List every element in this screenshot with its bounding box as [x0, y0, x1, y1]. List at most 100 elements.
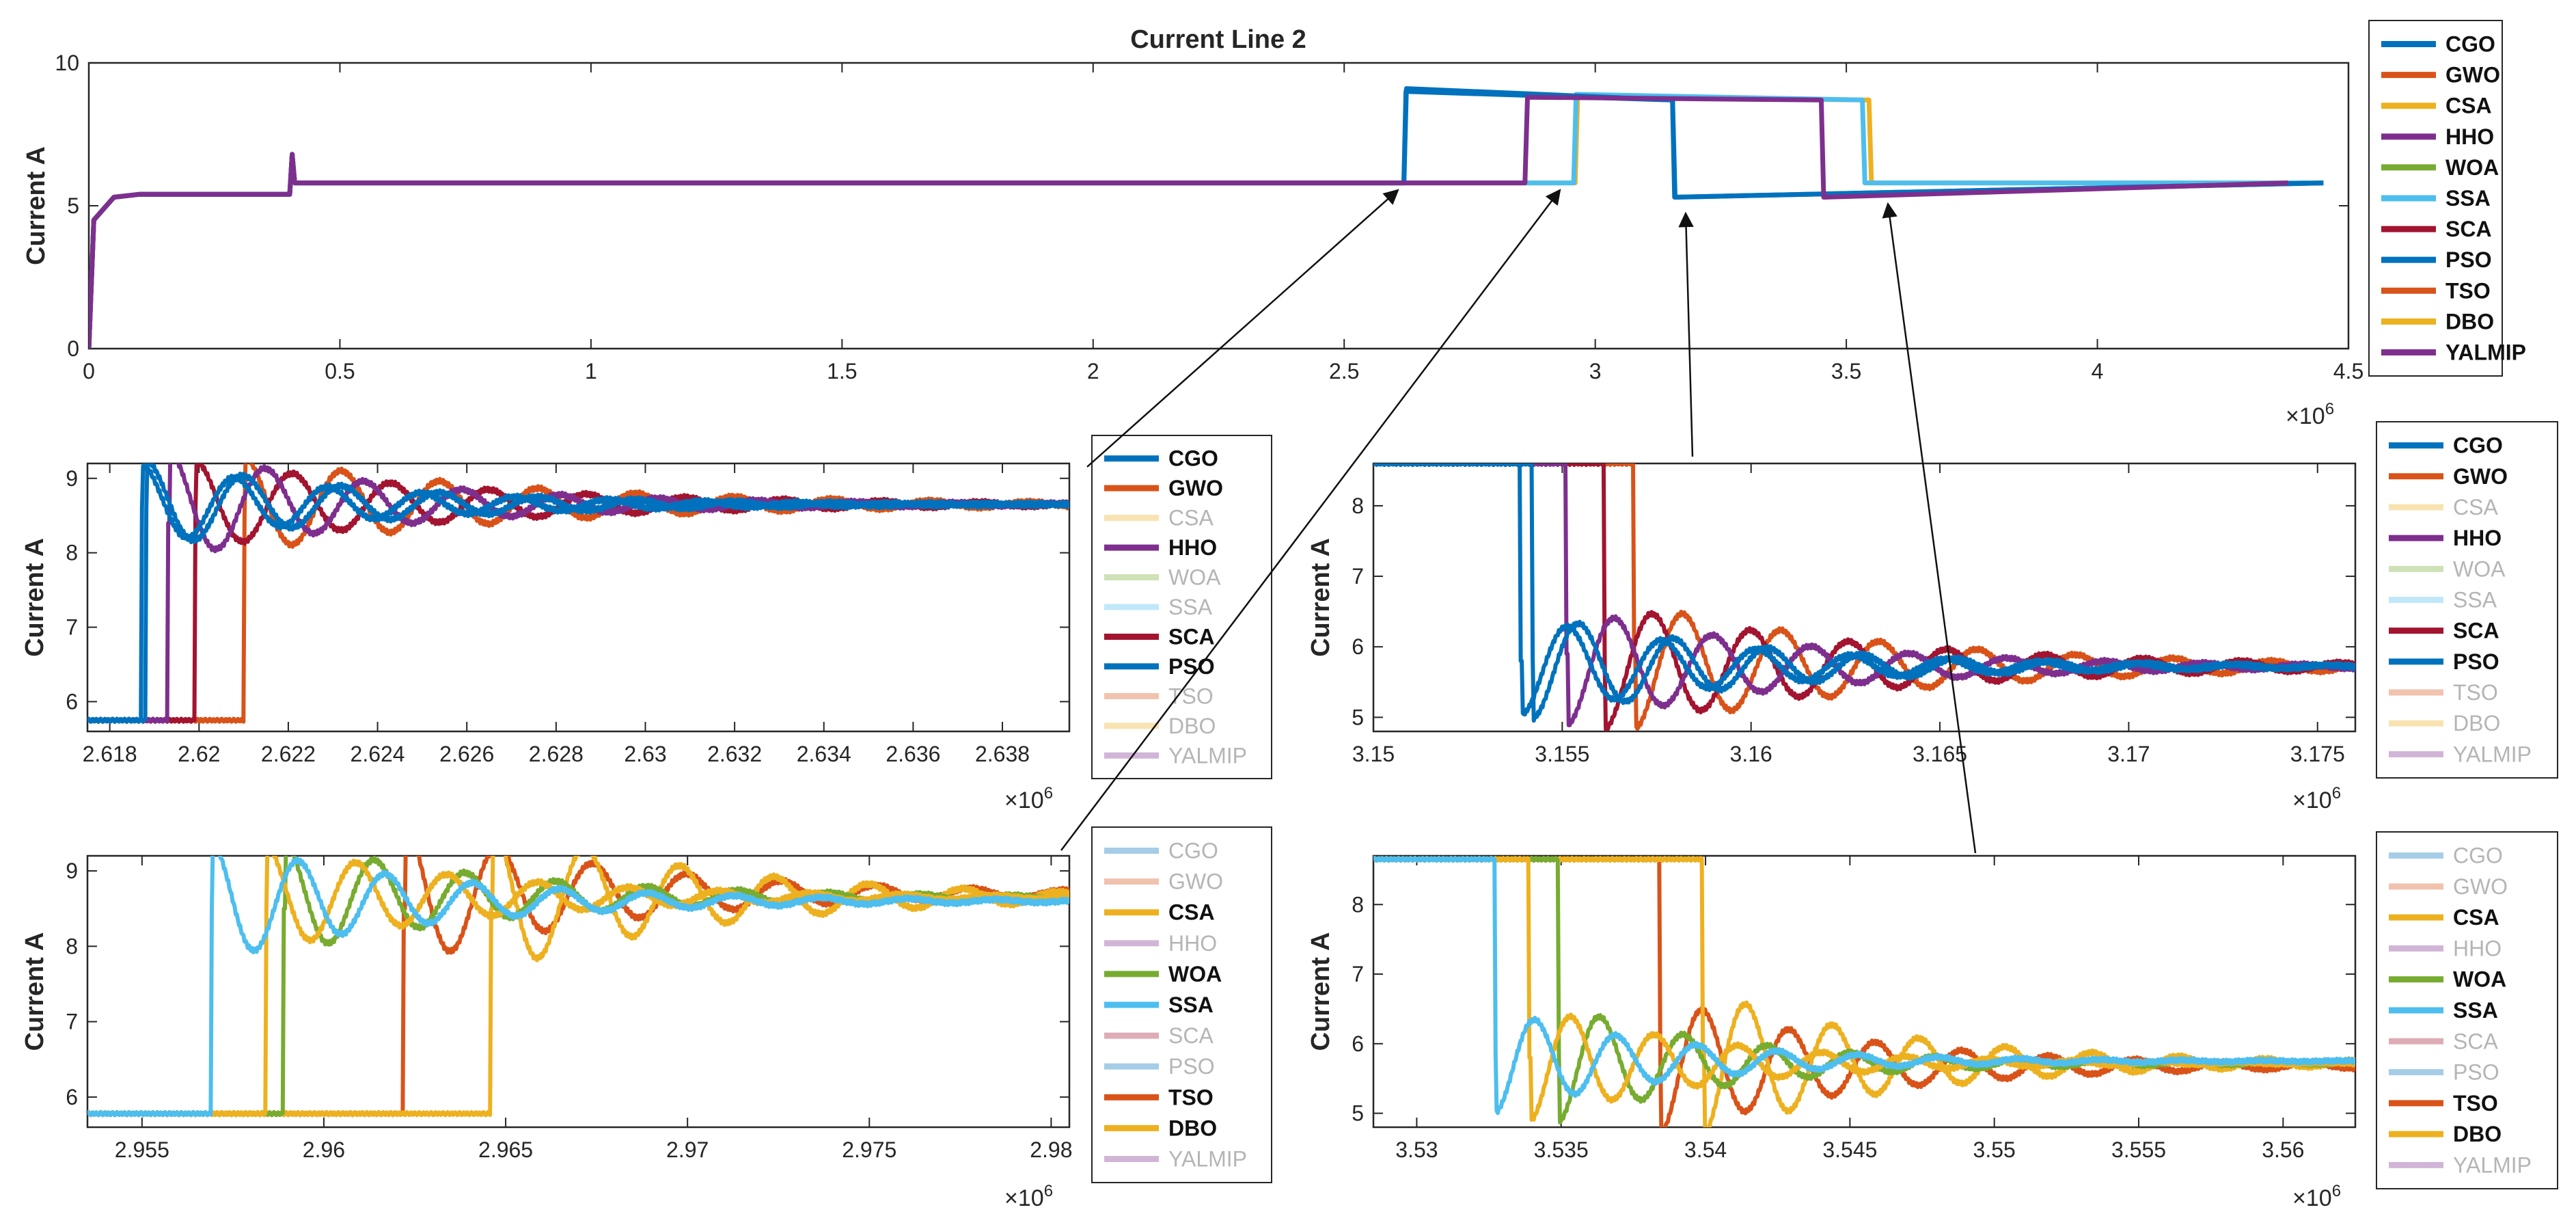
legend-label-ssa: SSA: [2453, 588, 2497, 612]
legend-label-hho: HHO: [2445, 124, 2494, 149]
legend-label-dbo: DBO: [2445, 309, 2494, 334]
legend-label-dbo: DBO: [1168, 1116, 1217, 1140]
y-tick-label: 8: [1352, 892, 1364, 917]
y-tick-label: 6: [66, 689, 78, 714]
chart-zoom-1: 2.618 2.62 2.622 2.624 2.626 2.628 2.63 2.632 2.…: [20, 435, 1272, 813]
legend-box: [2376, 421, 2558, 779]
legend: CGO GWO CSA HHO WOA SSA SCA PSO TSO DBO YALMIP: [2368, 20, 2526, 377]
series-line-ssa: [1373, 856, 2355, 1116]
y-tick-label: 6: [66, 1085, 78, 1109]
zoom-arrow-2: [1678, 211, 1694, 457]
legend-label-csa: CSA: [2445, 94, 2492, 118]
zoom-arrow-1: [1086, 189, 1399, 468]
x-tick-label: 2.955: [115, 1137, 169, 1162]
y-axis-label: Current A: [1306, 538, 1335, 657]
legend-box: [1091, 435, 1272, 779]
legend-label-woa: WOA: [2453, 556, 2506, 581]
x-exponent-label: ×106: [2292, 1182, 2341, 1211]
legend-label-csa: CSA: [2453, 905, 2499, 930]
legend-label-dbo: DBO: [2453, 711, 2500, 736]
series-line-ssa: [87, 856, 1069, 1118]
legend-label-csa: CSA: [1168, 506, 1214, 530]
legend-label-tso: TSO: [2445, 278, 2491, 303]
y-axis-label: Current A: [20, 538, 49, 657]
y-tick-label: 7: [66, 615, 78, 640]
legend-label-hho: HHO: [2453, 526, 2502, 550]
x-tick-label: 3.545: [1822, 1137, 1877, 1162]
x-tick-label: 2.965: [478, 1137, 533, 1162]
x-tick-label: 2.97: [666, 1137, 709, 1162]
x-tick-label: 3.56: [2262, 1137, 2304, 1162]
legend-label-gwo: GWO: [2453, 874, 2508, 899]
legend-label-dbo: DBO: [1168, 714, 1216, 738]
legend-label-pso: PSO: [2453, 1060, 2499, 1085]
y-tick-label: 9: [66, 859, 78, 883]
y-tick-label: 8: [1352, 494, 1364, 518]
legend-label-cgo: CGO: [2445, 32, 2495, 57]
x-exponent-label: ×106: [2292, 784, 2341, 813]
legend-label-cgo: CGO: [2453, 433, 2503, 458]
legend-label-ssa: SSA: [2445, 186, 2491, 211]
series-line-hho: [89, 94, 2288, 349]
legend-label-yalmip: YALMIP: [2453, 1152, 2532, 1177]
y-tick-label: 6: [1352, 1032, 1364, 1056]
zoom-arrows: [1060, 189, 1977, 854]
y-tick-label: 5: [1352, 705, 1364, 729]
chart-zoom-3: 2.955 2.96 2.965 2.97 2.975 2.98 6 7 8 9 Current A…: [20, 826, 1272, 1211]
x-tick-label: 2.98: [1030, 1137, 1072, 1162]
legend-label-ssa: SSA: [1168, 993, 1214, 1017]
x-exponent-label: ×106: [1004, 1182, 1053, 1211]
legend-label-ssa: SSA: [1168, 595, 1213, 619]
x-tick-label: 3.5: [1831, 359, 1861, 383]
x-tick-label: 2.622: [261, 742, 316, 766]
legend-label-sca: SCA: [1168, 624, 1215, 649]
x-tick-label: 2.634: [797, 742, 851, 766]
legend-label-gwo: GWO: [2453, 464, 2508, 489]
x-tick-label: 0: [83, 359, 95, 383]
legend-label-woa: WOA: [2453, 967, 2506, 992]
legend-label-gwo: GWO: [2445, 63, 2500, 87]
x-tick-label: 3.165: [1913, 742, 1967, 766]
legend: CGO GWO CSA HHO WOA SSA SCA PSO TSO DBO YALMIP: [2376, 421, 2558, 779]
y-tick-label: 9: [66, 466, 78, 491]
x-tick-label: 2.63: [624, 742, 666, 766]
y-tick-label: 7: [1352, 962, 1364, 986]
legend-label-sca: SCA: [2453, 1029, 2498, 1053]
x-tick-label: 4.5: [2333, 359, 2363, 383]
x-tick-label: 3.175: [2290, 742, 2345, 766]
legend-label-sca: SCA: [2453, 619, 2499, 643]
series-line-csa: [1373, 856, 2355, 1122]
legend-label-yalmip: YALMIP: [2445, 340, 2526, 364]
chart-zoom-4: 3.53 3.535 3.54 3.545 3.55 3.555 3.56 5 6 7 8 Curre…: [1306, 831, 2558, 1211]
x-tick-label: 2.96: [303, 1137, 345, 1162]
x-tick-label: 2: [1087, 359, 1099, 383]
zoom-arrow-3: [1060, 189, 1561, 851]
legend-label-gwo: GWO: [1168, 869, 1223, 894]
zoom-arrow-4: [1882, 202, 1977, 854]
chart-main: Current Line 2 0 0.5 1 1.5 2 2.5 3 3.5 4 4.5 0 5 10 C…: [22, 20, 2526, 429]
legend-label-csa: CSA: [2453, 495, 2498, 520]
y-tick-label: 10: [55, 51, 79, 75]
legend-label-tso: TSO: [1168, 1085, 1214, 1109]
x-tick-label: 2.975: [842, 1137, 896, 1162]
x-tick-label: 3.17: [2107, 742, 2150, 766]
x-tick-label: 3.16: [1730, 742, 1772, 766]
legend-label-dbo: DBO: [2453, 1122, 2502, 1146]
legend-label-sca: SCA: [1168, 1023, 1214, 1048]
legend-label-pso: PSO: [1168, 654, 1215, 679]
legend-label-pso: PSO: [2453, 649, 2499, 674]
x-tick-label: 2.5: [1329, 359, 1359, 383]
y-axis-label: Current A: [20, 932, 49, 1051]
y-tick-label: 8: [66, 934, 78, 958]
legend-label-woa: WOA: [1168, 565, 1221, 590]
legend-label-yalmip: YALMIP: [2453, 742, 2532, 766]
legend-label-tso: TSO: [2453, 680, 2498, 705]
x-tick-label: 3.54: [1684, 1137, 1727, 1162]
x-tick-label: 2.628: [529, 742, 584, 766]
legend-label-hho: HHO: [1168, 535, 1217, 560]
x-tick-label: 3.15: [1352, 742, 1395, 766]
y-tick-label: 5: [67, 193, 79, 218]
chart-title: Current Line 2: [1130, 25, 1306, 54]
x-tick-label: 2.62: [178, 742, 220, 766]
